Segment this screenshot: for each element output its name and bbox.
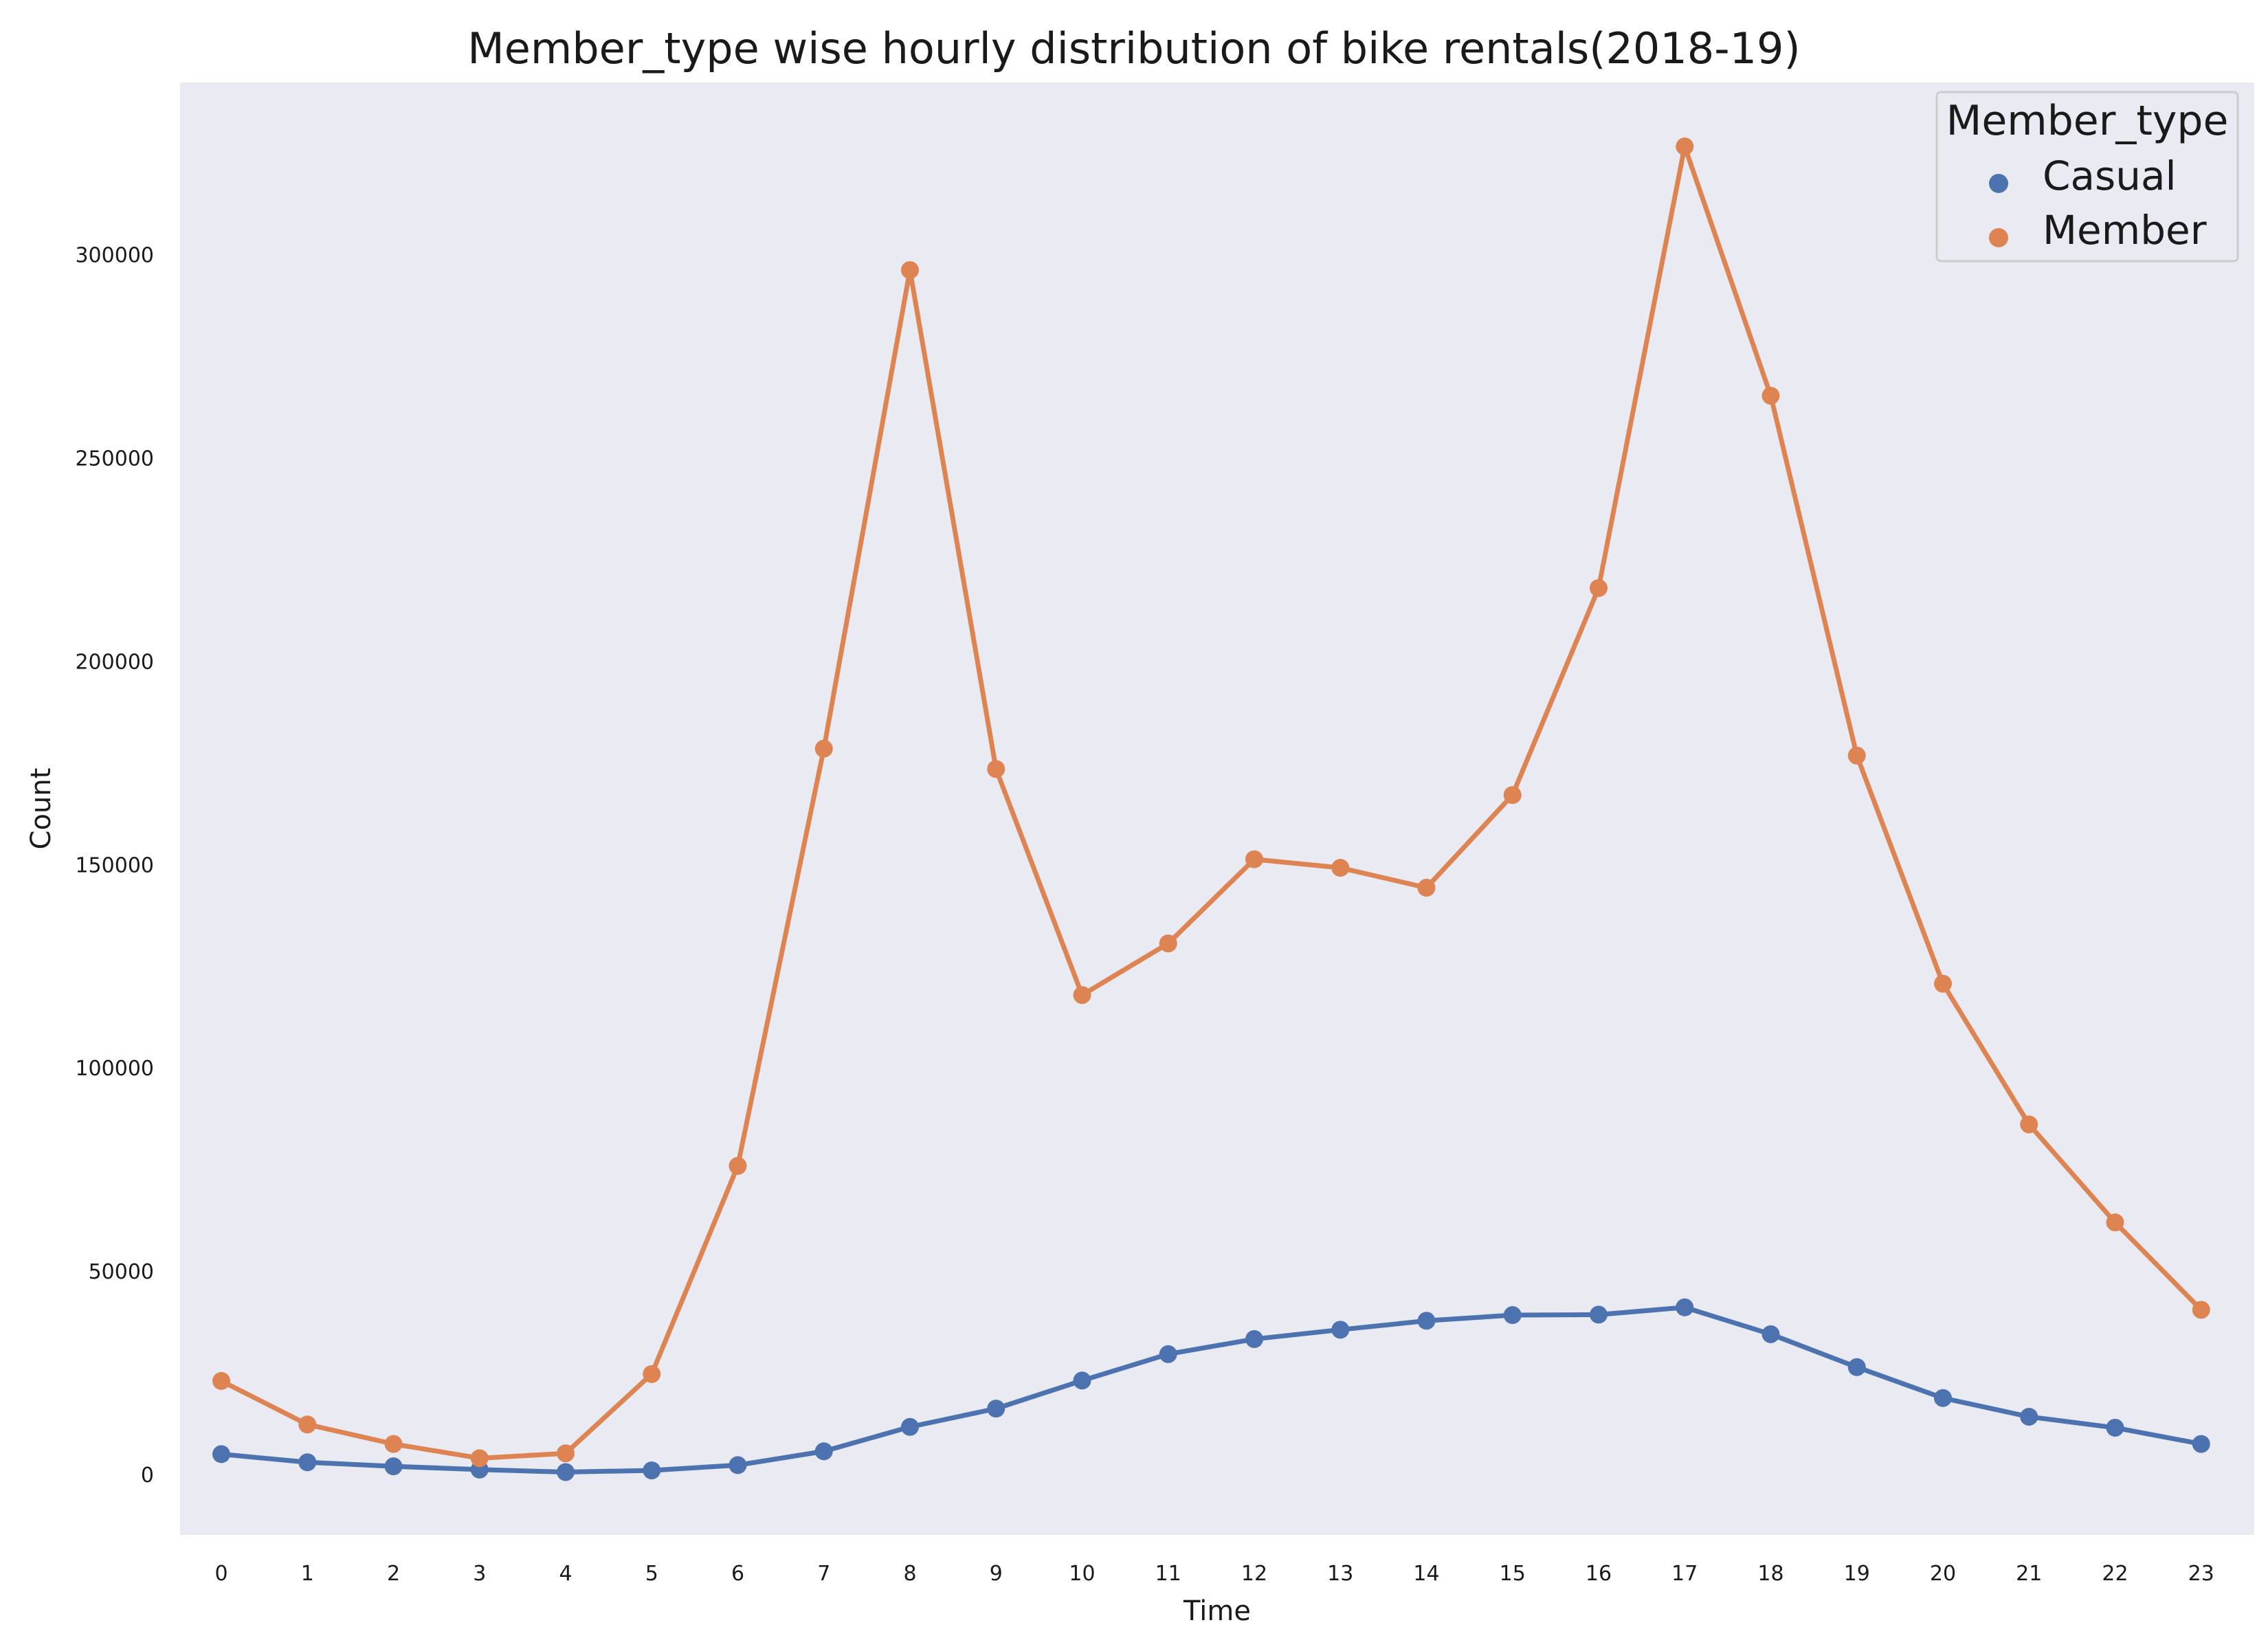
x-tick-label: 16 [1586,1562,1612,1586]
data-point-member [2106,1213,2124,1232]
x-tick-label: 10 [1069,1562,1095,1586]
y-tick-label: 150000 [75,853,154,877]
data-point-casual [1676,1298,1694,1316]
y-tick-label: 200000 [75,650,154,674]
y-tick-label: 0 [141,1463,154,1488]
y-tick-label: 100000 [75,1057,154,1081]
data-point-casual [1590,1305,1608,1324]
data-point-member [212,1371,230,1390]
chart-title: Member_type wise hourly distribution of … [467,23,1800,74]
data-point-member [987,760,1005,778]
x-tick-label: 21 [2016,1562,2042,1586]
series-line-casual [219,1305,2204,1474]
data-point-member [1073,986,1091,1005]
data-point-member [1417,879,1436,897]
data-point-casual [901,1417,919,1436]
x-tick-label: 3 [473,1562,486,1586]
legend: Member_type Casual Member [1935,91,2239,262]
x-tick-label: 1 [301,1562,314,1586]
x-axis-ticks: 0 1 2 3 4 5 6 7 8 9 10 11 12 13 14 15 16 17 18 19 20 21 22 23 [214,1562,2214,1586]
x-tick-label: 17 [1671,1562,1698,1586]
data-point-member [557,1444,575,1463]
data-point-casual [643,1461,661,1480]
data-point-casual [2020,1407,2038,1426]
data-point-casual [298,1453,317,1472]
x-tick-label: 18 [1757,1562,1783,1586]
data-point-casual [1934,1389,1952,1407]
data-point-member [1503,786,1522,805]
series-member [212,137,2210,1468]
x-tick-label: 8 [903,1562,916,1586]
data-point-member [729,1156,747,1175]
x-tick-label: 20 [1930,1562,1956,1586]
x-tick-label: 13 [1327,1562,1353,1586]
legend-label-casual: Casual [2043,153,2177,199]
x-tick-label: 7 [817,1562,830,1586]
x-tick-label: 5 [645,1562,658,1586]
data-point-member [1590,579,1608,597]
data-point-casual [1503,1306,1522,1325]
data-point-member [470,1449,489,1468]
x-axis-label: Time [1183,1595,1251,1627]
x-tick-label: 22 [2102,1562,2128,1586]
series-casual [212,1298,2210,1481]
data-point-casual [1417,1312,1436,1330]
data-point-casual [1073,1371,1091,1390]
data-point-casual [814,1442,833,1461]
legend-title: Member_type [1946,97,2229,145]
data-point-casual [557,1463,575,1481]
data-point-member [1761,386,1780,405]
legend-box [1935,91,2239,262]
data-point-casual [2192,1435,2210,1453]
series-layer [212,137,2210,1481]
data-point-member [901,261,919,280]
plot-area [180,82,2254,1535]
x-tick-label: 14 [1413,1562,1439,1586]
data-point-member [2020,1115,2038,1134]
data-point-casual [1245,1330,1263,1348]
x-tick-label: 11 [1155,1562,1181,1586]
x-tick-label: 9 [990,1562,1003,1586]
x-tick-label: 2 [387,1562,400,1586]
x-tick-label: 12 [1241,1562,1267,1586]
x-tick-label: 15 [1500,1562,1526,1586]
y-axis-label: Count [25,768,57,850]
data-point-casual [384,1457,403,1476]
data-point-member [1934,974,1952,993]
data-point-member [1159,934,1177,953]
x-tick-label: 6 [731,1562,744,1586]
y-tick-label: 250000 [75,447,154,471]
data-point-member [1331,859,1350,877]
data-point-casual [1159,1345,1177,1363]
x-tick-label: 23 [2188,1562,2214,1586]
legend-marker-casual [1989,174,2008,193]
data-point-casual [1847,1358,1866,1376]
data-point-member [2192,1301,2210,1319]
data-point-casual [1761,1325,1780,1343]
data-point-member [1245,850,1263,868]
data-point-casual [212,1445,230,1463]
data-point-member [384,1435,403,1453]
y-axis-ticks: 0 50000 100000 150000 200000 250000 300000 [75,244,154,1488]
data-point-member [1847,746,1866,765]
data-point-casual [987,1400,1005,1418]
data-point-member [643,1365,661,1383]
data-point-casual [1331,1321,1350,1339]
legend-marker-member [1989,228,2008,247]
y-tick-label: 300000 [75,244,154,268]
data-point-member [298,1415,317,1434]
data-point-casual [729,1456,747,1474]
x-tick-label: 0 [214,1562,227,1586]
series-line-member [219,144,2204,1461]
x-tick-label: 19 [1844,1562,1870,1586]
data-point-member [1676,137,1694,156]
data-point-member [814,739,833,758]
x-tick-label: 4 [559,1562,572,1586]
legend-label-member: Member [2043,207,2207,254]
y-tick-label: 50000 [89,1260,154,1284]
data-point-casual [2106,1418,2124,1437]
